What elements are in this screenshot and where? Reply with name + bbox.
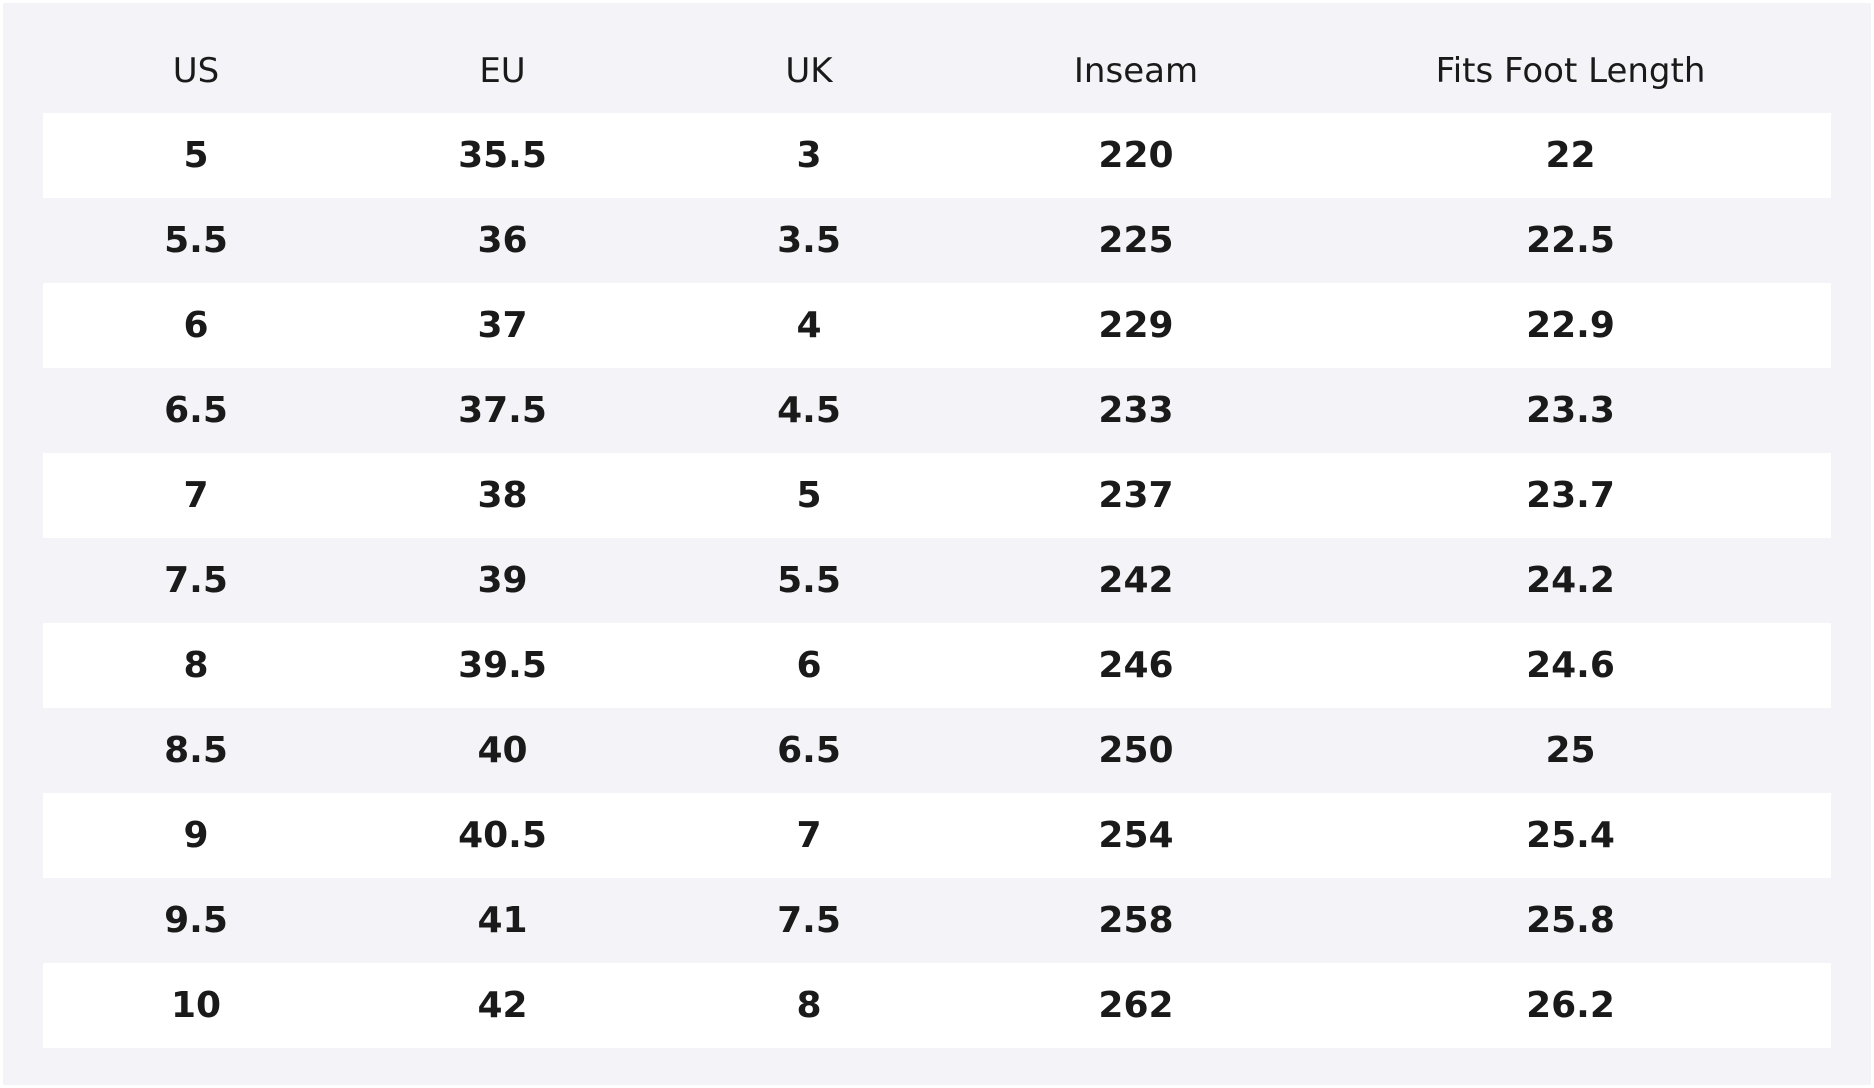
- cell-eu: 42: [349, 963, 656, 1048]
- cell-eu: 40.5: [349, 793, 656, 878]
- cell-inseam: 246: [962, 623, 1310, 708]
- cell-fits-foot-length: 26.2: [1310, 963, 1831, 1048]
- cell-us: 5: [43, 113, 349, 198]
- table-row: 6.5 37.5 4.5 233 23.3: [43, 368, 1831, 453]
- cell-fits-foot-length: 22.9: [1310, 283, 1831, 368]
- cell-fits-foot-length: 25.8: [1310, 878, 1831, 963]
- table-header: US EU UK Inseam Fits Foot Length: [43, 28, 1831, 113]
- cell-uk: 3: [656, 113, 962, 198]
- cell-us: 7: [43, 453, 349, 538]
- cell-eu: 40: [349, 708, 656, 793]
- table-row: 5.5 36 3.5 225 22.5: [43, 198, 1831, 283]
- cell-us: 9.5: [43, 878, 349, 963]
- cell-fits-foot-length: 22: [1310, 113, 1831, 198]
- cell-us: 6: [43, 283, 349, 368]
- header-row: US EU UK Inseam Fits Foot Length: [43, 28, 1831, 113]
- cell-inseam: 262: [962, 963, 1310, 1048]
- cell-us: 9: [43, 793, 349, 878]
- cell-eu: 39.5: [349, 623, 656, 708]
- table-row: 7 38 5 237 23.7: [43, 453, 1831, 538]
- cell-fits-foot-length: 23.7: [1310, 453, 1831, 538]
- cell-fits-foot-length: 24.2: [1310, 538, 1831, 623]
- cell-inseam: 220: [962, 113, 1310, 198]
- table-row: 5 35.5 3 220 22: [43, 113, 1831, 198]
- cell-inseam: 242: [962, 538, 1310, 623]
- cell-us: 6.5: [43, 368, 349, 453]
- cell-inseam: 258: [962, 878, 1310, 963]
- header-eu: EU: [479, 50, 526, 91]
- header-uk: UK: [785, 50, 833, 91]
- cell-us: 8.5: [43, 708, 349, 793]
- table-row: 10 42 8 262 26.2: [43, 963, 1831, 1048]
- table-row: 9.5 41 7.5 258 25.8: [43, 878, 1831, 963]
- cell-us: 5.5: [43, 198, 349, 283]
- cell-eu: 38: [349, 453, 656, 538]
- table-row: 6 37 4 229 22.9: [43, 283, 1831, 368]
- size-chart-table: US EU UK Inseam Fits Foot Length 5 35.5 …: [43, 28, 1831, 1048]
- cell-eu: 41: [349, 878, 656, 963]
- table-row: 7.5 39 5.5 242 24.2: [43, 538, 1831, 623]
- table-row: 9 40.5 7 254 25.4: [43, 793, 1831, 878]
- cell-inseam: 254: [962, 793, 1310, 878]
- cell-us: 7.5: [43, 538, 349, 623]
- cell-us: 8: [43, 623, 349, 708]
- cell-uk: 4: [656, 283, 962, 368]
- table-body: 5 35.5 3 220 22 5.5 36 3.5 225 22.5 6 37…: [43, 113, 1831, 1048]
- cell-inseam: 229: [962, 283, 1310, 368]
- cell-fits-foot-length: 24.6: [1310, 623, 1831, 708]
- size-chart-panel: US EU UK Inseam Fits Foot Length 5 35.5 …: [3, 3, 1871, 1085]
- header-fits-foot-length: Fits Foot Length: [1435, 50, 1706, 91]
- cell-inseam: 250: [962, 708, 1310, 793]
- cell-inseam: 237: [962, 453, 1310, 538]
- cell-uk: 6.5: [656, 708, 962, 793]
- cell-uk: 5.5: [656, 538, 962, 623]
- cell-uk: 7: [656, 793, 962, 878]
- cell-inseam: 233: [962, 368, 1310, 453]
- cell-uk: 8: [656, 963, 962, 1048]
- header-inseam: Inseam: [1073, 50, 1199, 91]
- table-row: 8.5 40 6.5 250 25: [43, 708, 1831, 793]
- cell-uk: 4.5: [656, 368, 962, 453]
- cell-fits-foot-length: 25.4: [1310, 793, 1831, 878]
- cell-eu: 37: [349, 283, 656, 368]
- cell-uk: 6: [656, 623, 962, 708]
- cell-fits-foot-length: 22.5: [1310, 198, 1831, 283]
- cell-us: 10: [43, 963, 349, 1048]
- cell-uk: 7.5: [656, 878, 962, 963]
- cell-eu: 39: [349, 538, 656, 623]
- header-us: US: [172, 50, 220, 91]
- cell-uk: 5: [656, 453, 962, 538]
- cell-inseam: 225: [962, 198, 1310, 283]
- table-row: 8 39.5 6 246 24.6: [43, 623, 1831, 708]
- cell-eu: 35.5: [349, 113, 656, 198]
- cell-fits-foot-length: 23.3: [1310, 368, 1831, 453]
- cell-fits-foot-length: 25: [1310, 708, 1831, 793]
- cell-eu: 36: [349, 198, 656, 283]
- cell-eu: 37.5: [349, 368, 656, 453]
- cell-uk: 3.5: [656, 198, 962, 283]
